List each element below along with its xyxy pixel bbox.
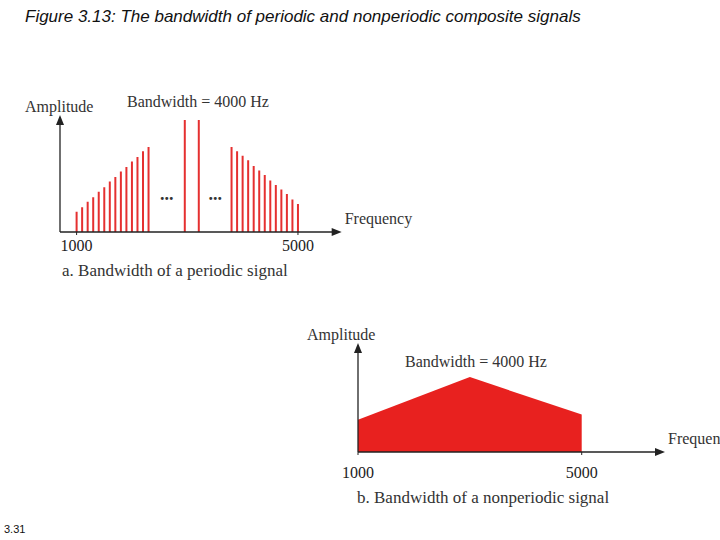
x-axis: [358, 451, 660, 452]
x-axis-label: Frequency: [345, 210, 413, 228]
x-tick-label: 5000: [566, 464, 598, 481]
x-tick: [581, 452, 582, 455]
y-axis-arrow: [354, 343, 362, 353]
spectral-line: [291, 200, 293, 232]
spectral-line: [236, 151, 238, 232]
ellipsis: ...: [160, 184, 174, 204]
spectral-line: [275, 185, 277, 232]
chart-caption: b. Bandwidth of a nonperiodic signal: [357, 488, 609, 507]
x-tick: [297, 232, 298, 235]
spectral-line: [109, 182, 111, 232]
spectral-line: [258, 170, 260, 232]
page-number: 3.31: [4, 523, 25, 535]
spectral-line: [131, 161, 133, 232]
figure: Figure 3.13: The bandwidth of periodic a…: [0, 0, 720, 540]
y-axis: [357, 348, 358, 452]
x-axis-arrow: [332, 228, 342, 236]
y-axis-label: Amplitude: [307, 326, 375, 344]
chart-area: 1000 5000 Amplitude Frequency Bandwidth = 40…: [307, 326, 720, 507]
bandwidth-label: Bandwidth = 4000 Hz: [127, 93, 269, 110]
spectral-line: [125, 167, 127, 232]
page: Figure 3.13: The bandwidth of periodic a…: [0, 0, 720, 540]
chart-stem: 1000 5000 Amplitude Frequency Bandwidth = 40…: [25, 93, 412, 280]
spectral-line: [76, 212, 78, 232]
spectral-line: [120, 172, 122, 232]
spectrum-area: [358, 377, 582, 452]
x-tick-label: 5000: [282, 237, 314, 254]
spectral-line: [114, 177, 116, 232]
y-axis-arrow: [56, 115, 64, 125]
marks: [358, 377, 582, 452]
spectral-line: [87, 202, 89, 232]
chart-caption: a. Bandwidth of a periodic signal: [62, 261, 288, 280]
x-axis: [60, 231, 337, 232]
y-axis: [59, 120, 60, 232]
ellipsis: ...: [208, 184, 222, 204]
marks: [77, 120, 298, 232]
x-tick: [358, 452, 359, 455]
spectral-line: [198, 120, 200, 232]
spectral-line: [231, 147, 233, 232]
figure-title: Figure 3.13: The bandwidth of periodic a…: [25, 7, 581, 26]
spectral-line: [286, 194, 288, 232]
spectral-line: [269, 180, 271, 232]
x-axis-label: Frequency: [668, 430, 720, 448]
bandwidth-label: Bandwidth = 4000 Hz: [405, 353, 547, 370]
background: [0, 0, 720, 540]
spectral-line: [253, 166, 255, 232]
x-tick: [76, 232, 77, 235]
spectral-line: [264, 175, 266, 232]
spectral-line: [103, 187, 105, 232]
spectral-line: [297, 204, 299, 232]
x-tick-label: 1000: [61, 237, 93, 254]
spectral-line: [81, 207, 83, 232]
spectral-line: [247, 160, 249, 232]
spectral-line: [280, 189, 282, 232]
y-axis-label: Amplitude: [25, 98, 93, 116]
spectral-line: [148, 147, 150, 232]
spectral-line: [242, 156, 244, 232]
spectral-line: [184, 120, 186, 232]
spectral-line: [98, 192, 100, 232]
spectral-line: [142, 151, 144, 232]
spectral-line: [92, 197, 94, 232]
x-axis-arrow: [655, 448, 665, 456]
spectral-line: [136, 157, 138, 232]
x-tick-label: 1000: [342, 464, 374, 481]
